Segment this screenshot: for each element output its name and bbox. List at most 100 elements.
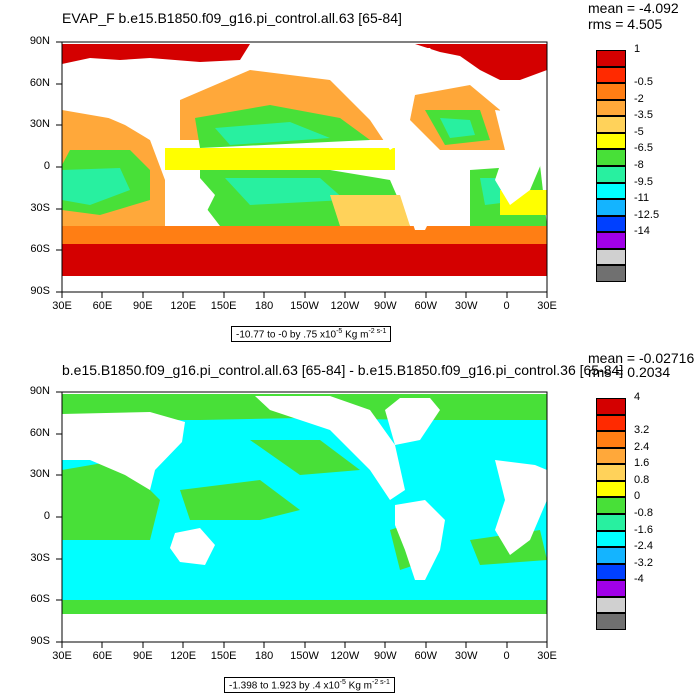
colorbar-swatch	[596, 431, 626, 448]
lat-tick-label: 90S	[30, 285, 50, 297]
colorbar-swatch	[596, 464, 626, 481]
colorbar-swatch	[596, 530, 626, 548]
colorbar-swatch	[596, 414, 626, 432]
colorbar-label: -5	[634, 125, 644, 138]
panel1-title: EVAP_F b.e15.B1850.f09_g16.pi_control.al…	[62, 10, 402, 26]
lat-tick-label: 90N	[29, 385, 50, 397]
panel1-info-text: -10.77 to -0 by .75 x10	[236, 329, 337, 341]
lat-tick-label: 60S	[30, 243, 50, 256]
lat-tick-label: 90S	[30, 635, 50, 647]
colorbar-swatch	[596, 596, 626, 614]
colorbar-swatch	[596, 215, 626, 233]
lon-tick-label: 30E	[537, 650, 557, 662]
colorbar-label: -0.8	[634, 507, 653, 519]
lon-tick-label: 150E	[210, 300, 237, 312]
panel2-mean: mean = -0.02716	[588, 350, 695, 366]
lon-tick-label: 90E	[133, 650, 153, 662]
colorbar-swatch	[596, 83, 626, 100]
colorbar-label: 0.8	[634, 473, 650, 486]
colorbar-label: -1.6	[634, 523, 653, 536]
lon-tick-label: 60W	[414, 650, 438, 662]
colorbar-swatch	[596, 563, 626, 581]
colorbar-label: -3.5	[634, 109, 653, 122]
colorbar-swatch	[596, 232, 626, 249]
colorbar-swatch	[596, 149, 626, 166]
colorbar-label: -3.2	[634, 556, 653, 569]
panel2-rms: rms = 0.2034	[588, 364, 671, 380]
lat-tick-label: 30N	[29, 118, 50, 131]
colorbar-swatch	[596, 398, 626, 415]
lon-tick-label: 0	[503, 650, 510, 662]
panel2-info-box: -1.398 to 1.923 by .4 x10-5 Kg m-2 s-1	[224, 677, 395, 694]
colorbar-swatch	[596, 480, 626, 498]
lon-tick-label: 30E	[52, 300, 72, 312]
panel1-map	[62, 42, 547, 292]
panel2-info-text: -1.398 to 1.923 by .4 x10	[229, 680, 340, 692]
colorbar-swatch	[596, 248, 626, 266]
lon-tick-label: 30W	[454, 650, 478, 662]
colorbar-label: -14	[634, 225, 650, 238]
lat-tick-label: 60N	[29, 76, 50, 89]
panel1-ticks	[56, 41, 548, 298]
colorbar-label: -2	[634, 92, 644, 105]
colorbar-swatch	[596, 199, 626, 216]
lon-tick-label: 120E	[170, 300, 197, 312]
lat-tick-label: 0	[43, 510, 50, 522]
lon-tick-label: 60W	[414, 300, 438, 312]
colorbar-label: -8	[634, 159, 644, 171]
lon-tick-label: 150E	[210, 650, 237, 662]
panel1-mean: mean = -4.092	[588, 0, 679, 16]
lat-tick-label: 90N	[29, 35, 50, 47]
colorbar-swatch	[596, 132, 626, 150]
lon-tick-label: 120E	[170, 650, 197, 662]
colorbar-label: 1.6	[634, 457, 650, 470]
colorbar-swatch	[596, 447, 626, 465]
colorbar-label: 3.2	[634, 424, 650, 437]
colorbar-swatch	[596, 166, 626, 183]
colorbar-swatch	[596, 514, 626, 531]
colorbar-swatch	[596, 547, 626, 564]
lon-tick-label: 120W	[330, 650, 360, 662]
lat-tick-label: 30S	[30, 201, 50, 214]
lon-tick-label: 30E	[537, 300, 557, 312]
lat-tick-label: 30N	[29, 468, 50, 481]
colorbar-label: -9.5	[634, 175, 653, 188]
panel2-map	[62, 392, 547, 642]
colorbar-swatch	[596, 99, 626, 117]
colorbar-label: 4	[634, 391, 641, 403]
panel1-info-exponent: -5	[336, 328, 343, 335]
colorbar-swatch	[596, 50, 626, 67]
lon-tick-label: 60E	[92, 300, 113, 312]
colorbar-swatch	[596, 497, 626, 514]
lat-tick-label: 60S	[30, 593, 50, 606]
colorbar-label: 0	[634, 490, 641, 503]
colorbar-swatch	[596, 580, 626, 597]
colorbar-label: -12.5	[634, 208, 660, 221]
lat-tick-label: 60N	[29, 426, 50, 439]
colorbar-label: -0.5	[634, 76, 653, 89]
panel2-ticks	[56, 391, 548, 648]
panel1-info-box: -10.77 to -0 by .75 x10-5 Kg m-2 s-1	[231, 326, 392, 343]
colorbar-label: -11	[634, 192, 650, 205]
colorbar-swatch	[596, 613, 626, 630]
lon-tick-label: 90E	[133, 300, 153, 312]
lon-tick-label: 0	[503, 300, 510, 312]
lon-tick-label: 120W	[330, 300, 360, 312]
lat-tick-label: 30S	[30, 551, 50, 564]
lon-tick-label: 30W	[454, 300, 478, 312]
lon-tick-label: 150W	[290, 650, 319, 662]
lon-tick-label: 180	[254, 300, 274, 312]
lon-tick-label: 180	[254, 650, 274, 662]
colorbar-swatch	[596, 265, 626, 282]
panel1-rms: rms = 4.505	[588, 16, 663, 32]
panel1-info-unit: Kg m	[345, 329, 369, 341]
lat-tick-label: 0	[43, 160, 50, 172]
colorbar-swatch	[596, 116, 626, 133]
colorbar-label: -4	[634, 573, 644, 586]
colorbar-swatch	[596, 66, 626, 84]
colorbar-label: 1	[634, 43, 641, 55]
colorbar-label: 2.4	[634, 440, 650, 453]
colorbar-label: -6.5	[634, 142, 653, 155]
lon-tick-label: 90W	[374, 650, 397, 662]
